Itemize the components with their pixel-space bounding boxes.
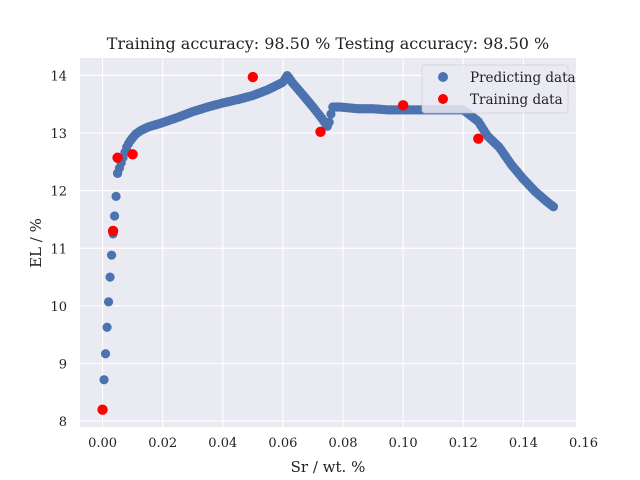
predicting-point xyxy=(99,375,109,385)
predicting-point xyxy=(111,191,121,201)
y-tick-label: 11 xyxy=(50,242,67,257)
legend-predicting-label: Predicting data xyxy=(470,70,576,86)
legend-training-marker xyxy=(438,94,448,104)
x-tick-label: 0.08 xyxy=(329,436,358,451)
predicting-point xyxy=(100,349,111,359)
predicting-point xyxy=(103,297,114,307)
legend-predicting-marker xyxy=(438,72,448,82)
legend: Predicting data Training data xyxy=(421,64,576,114)
predicting-point xyxy=(324,117,334,127)
x-tick-label: 0.14 xyxy=(509,436,538,451)
predicting-point xyxy=(109,211,120,221)
training-point xyxy=(127,149,138,160)
x-tick-label: 0.12 xyxy=(449,436,478,451)
y-tick-label: 13 xyxy=(50,127,67,142)
y-tick-label: 9 xyxy=(59,358,67,373)
training-data-series xyxy=(97,71,484,415)
x-tick-label: 0.06 xyxy=(268,436,297,451)
y-tick-label: 12 xyxy=(50,185,67,200)
training-point xyxy=(397,100,409,111)
training-point xyxy=(473,133,484,144)
training-point xyxy=(112,152,123,163)
training-point xyxy=(315,126,326,137)
x-axis-label: Sr / wt. % xyxy=(291,458,366,476)
predicting-point xyxy=(105,272,115,282)
predicting-point xyxy=(326,109,336,119)
predicting-point xyxy=(548,202,559,212)
training-point xyxy=(107,225,119,237)
x-tick-label: 0.04 xyxy=(208,436,237,451)
x-tick-label: 0.02 xyxy=(148,436,177,451)
predicting-point xyxy=(102,322,112,332)
chart-title: Training accuracy: 98.50 % Testing accur… xyxy=(107,34,549,53)
y-tick-label: 8 xyxy=(59,415,67,430)
grid xyxy=(80,58,585,427)
y-tick-label: 14 xyxy=(50,69,67,84)
legend-box xyxy=(421,64,569,114)
y-tick-label: 10 xyxy=(50,300,67,315)
training-point xyxy=(97,404,108,415)
x-tick-label: 0.16 xyxy=(569,436,598,451)
predicting-data-series xyxy=(97,71,559,415)
predicting-point xyxy=(106,250,117,260)
tick-labels: 0.00 0.02 0.04 0.06 0.08 0.10 0.12 0.14 0.16 8 9 10… xyxy=(50,69,598,451)
x-tick-label: 0.00 xyxy=(88,436,117,451)
x-tick-label: 0.10 xyxy=(389,436,418,451)
y-axis-label: EL / % xyxy=(27,218,45,268)
legend-training-label: Training data xyxy=(470,92,563,108)
training-point xyxy=(247,71,259,83)
